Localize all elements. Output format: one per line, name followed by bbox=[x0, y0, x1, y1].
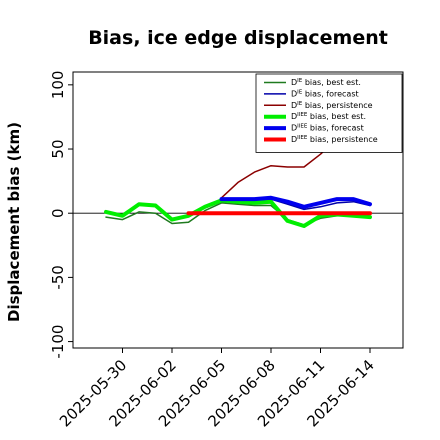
plot-frame bbox=[72, 71, 404, 349]
legend-entry-0: DIE bias, best est. bbox=[291, 78, 361, 87]
series-line-0 bbox=[105, 202, 371, 226]
series-line-4 bbox=[219, 195, 372, 209]
y-tick-label: 100 bbox=[49, 71, 67, 100]
legend-entry-3: DIIEE bias, best est. bbox=[291, 112, 366, 121]
legend-entry-4: DIIEE bias, forecast bbox=[291, 124, 364, 133]
legend: DIE bias, best est. DIE bias, forecast DIE… bbox=[255, 73, 403, 153]
y-tick-label: -100 bbox=[49, 325, 67, 359]
y-axis: 100 50 0 -50 -100 bbox=[49, 71, 73, 359]
legend-entry-2: DIE bias, persistence bbox=[291, 101, 373, 110]
series-line-2 bbox=[220, 138, 338, 199]
y-tick-label: -50 bbox=[49, 265, 67, 290]
y-tick-label: 0 bbox=[49, 208, 67, 218]
legend-entry-1: DIE bias, forecast bbox=[291, 89, 359, 98]
y-axis-label: Displacement bias (km) bbox=[5, 122, 23, 322]
chart-title: Bias, ice edge displacement bbox=[88, 27, 388, 49]
y-tick-label: 50 bbox=[49, 139, 67, 158]
x-axis: 2025-05-302025-06-022025-06-052025-06-08… bbox=[56, 348, 378, 430]
plot-area bbox=[72, 71, 404, 349]
legend-entry-5: DIIEE bias, persistence bbox=[291, 135, 378, 144]
series-line-3 bbox=[104, 198, 372, 228]
